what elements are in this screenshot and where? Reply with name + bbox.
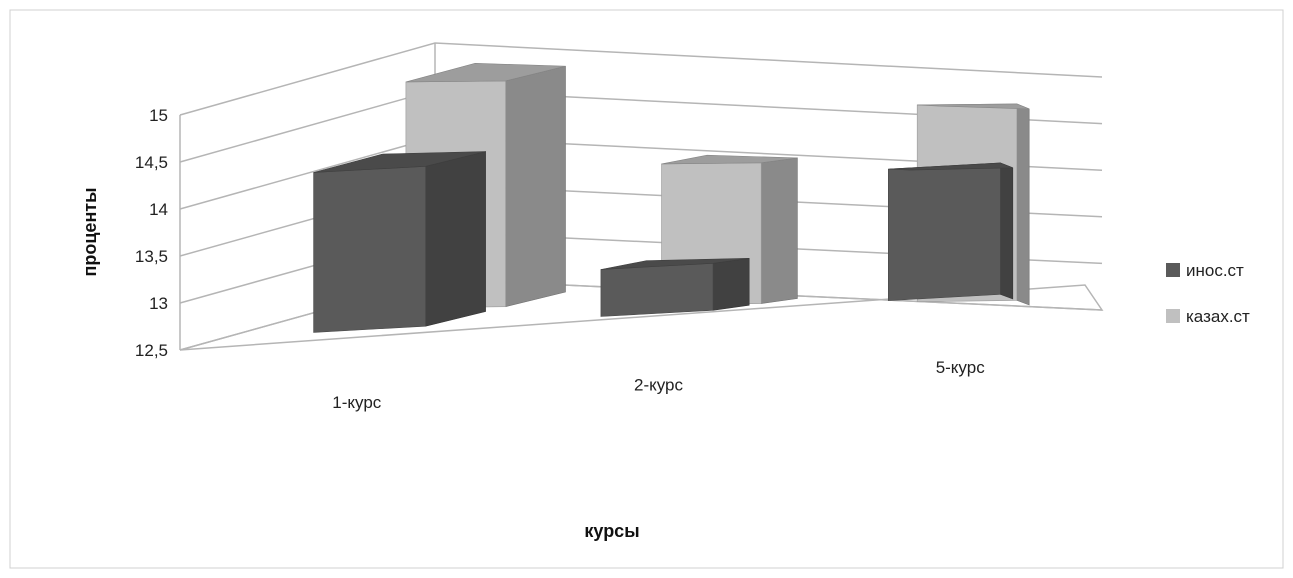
legend-label: казах.ст bbox=[1186, 307, 1250, 326]
y-tick-label: 15 bbox=[149, 106, 168, 125]
bar-top bbox=[313, 151, 486, 173]
y-axis-title: проценты bbox=[80, 188, 100, 277]
y-tick-label: 13 bbox=[149, 294, 168, 313]
x-axis-title: курсы bbox=[584, 521, 639, 541]
bar-side bbox=[1016, 103, 1030, 306]
bar-top bbox=[888, 162, 1013, 171]
bar-side bbox=[505, 65, 566, 308]
bar-0-1 bbox=[600, 257, 750, 317]
bar-top bbox=[661, 154, 798, 165]
bar-0-0 bbox=[313, 151, 486, 333]
x-tick-label: 5-курс bbox=[936, 358, 986, 377]
bar-front bbox=[600, 262, 714, 317]
plot-area: 12,5 13 13,5 14 14,5 15 1-курс 2-курс 5-курс bbox=[135, 42, 1104, 412]
bar-front bbox=[313, 165, 426, 333]
y-tick-label: 14 bbox=[149, 200, 168, 219]
legend-swatch bbox=[1166, 263, 1180, 277]
bar-top bbox=[917, 103, 1030, 110]
bar-side bbox=[1000, 162, 1014, 300]
legend-label: инос.ст bbox=[1186, 261, 1244, 280]
bar-top bbox=[600, 258, 750, 270]
legend: инос.ст казах.ст bbox=[1166, 261, 1250, 326]
bar-side bbox=[712, 257, 750, 311]
legend-swatch bbox=[1166, 309, 1180, 323]
bar-side bbox=[760, 157, 798, 304]
y-tick-label: 13,5 bbox=[135, 247, 168, 266]
bar-top bbox=[405, 62, 566, 83]
bar-side bbox=[425, 151, 486, 327]
y-tick-label: 14,5 bbox=[135, 153, 168, 172]
x-tick-label: 1-курс bbox=[332, 393, 382, 412]
bar-front bbox=[887, 162, 1001, 301]
x-tick-label: 2-курс bbox=[634, 376, 684, 395]
y-tick-label: 12,5 bbox=[135, 341, 168, 360]
bar-0-2 bbox=[887, 162, 1014, 301]
